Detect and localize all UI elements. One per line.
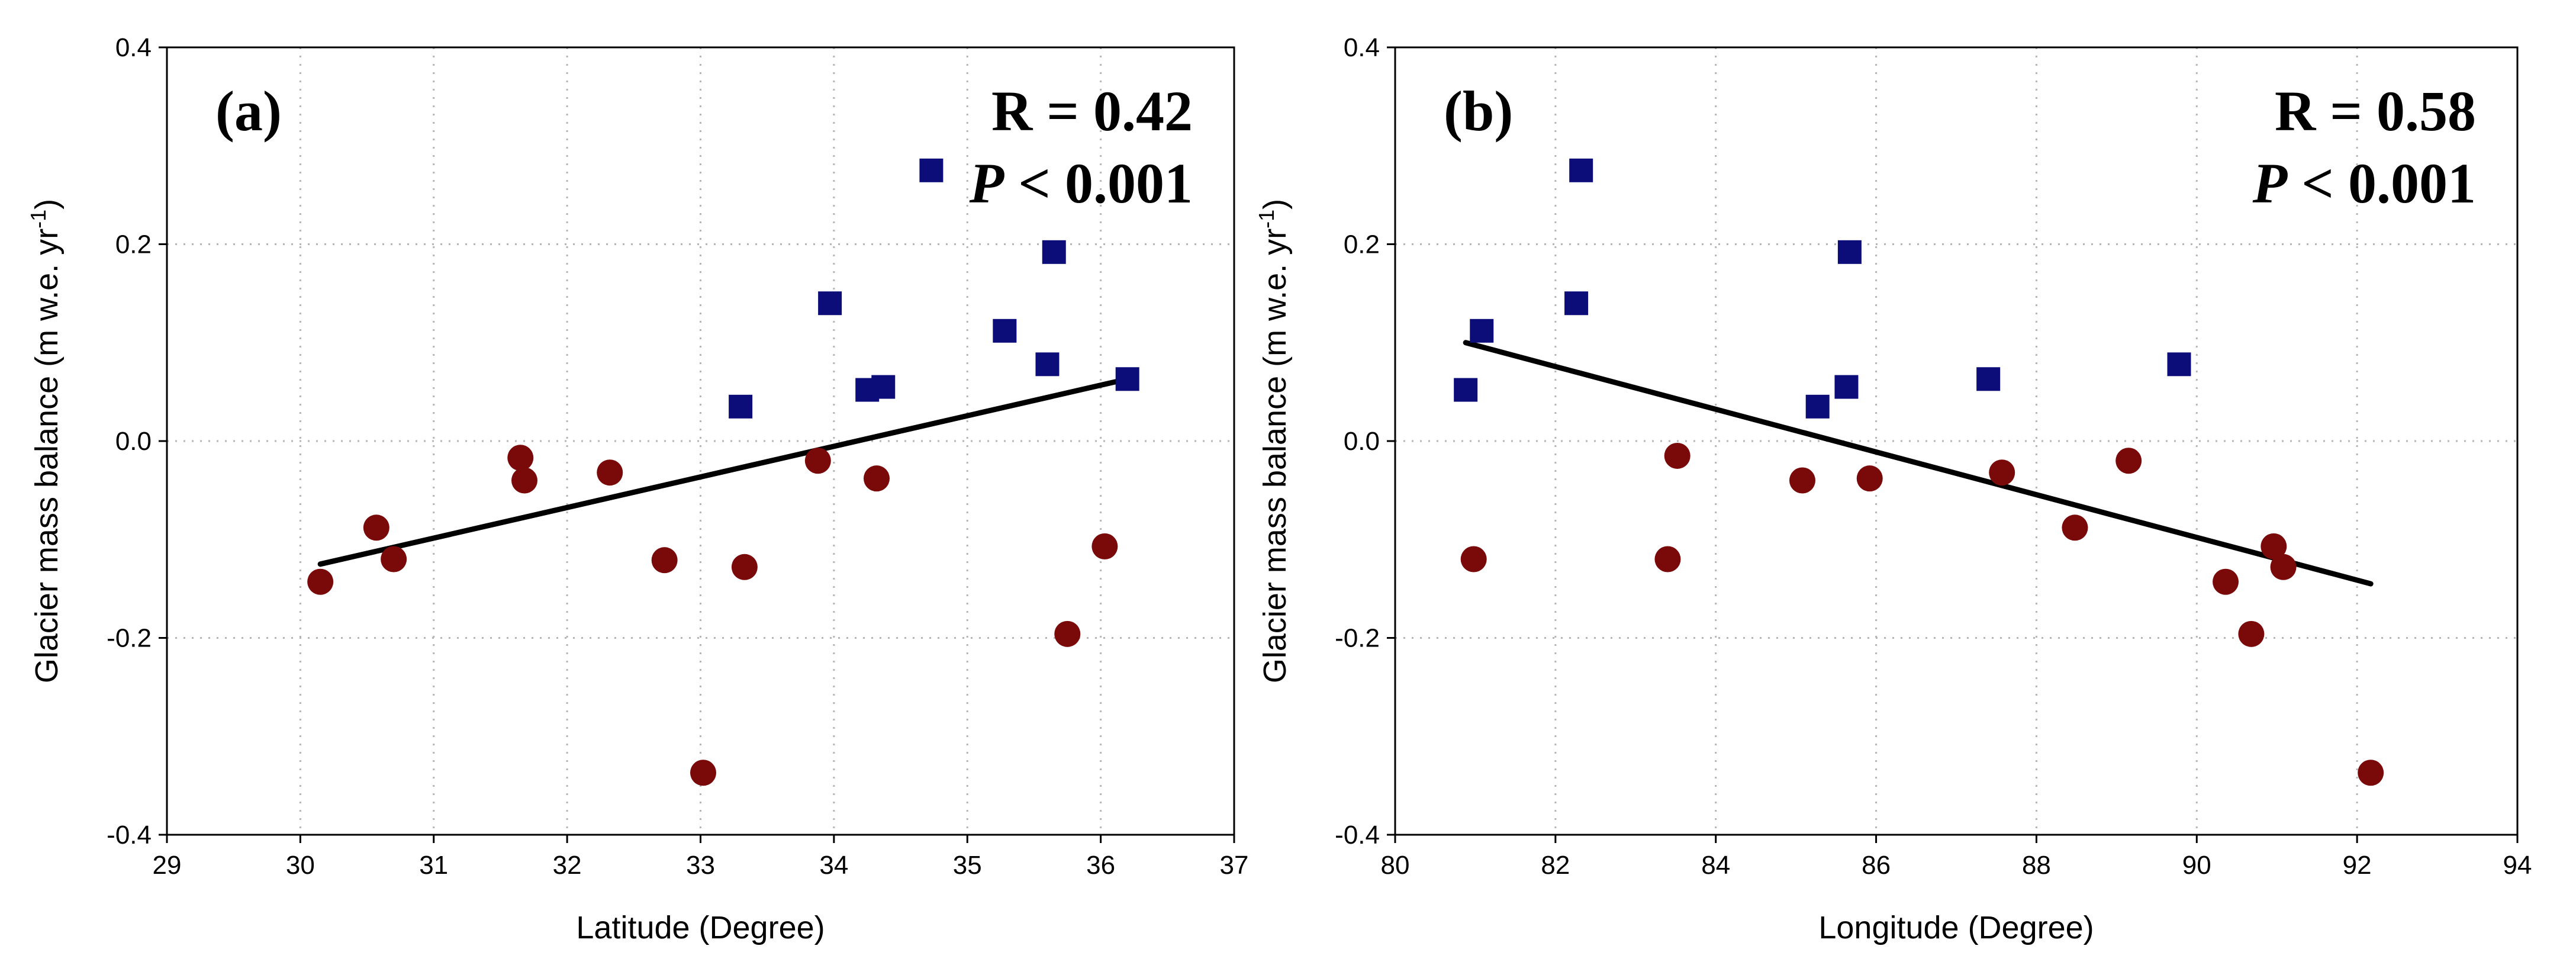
circle-point-a [511,467,538,494]
panel-label-b: (b) [1444,79,1513,143]
panel-label-a: (a) [215,79,282,143]
y-axis-label-b-main: Glacier mass balance (m w.e. yr [1257,229,1293,683]
circle-point-b [2213,568,2239,595]
circle-point-a [651,547,678,574]
square-point-b [1564,291,1589,316]
x-tick-label-a: 33 [686,851,715,880]
p-annotation-b: P < 0.001 [2252,152,2476,215]
circle-point-b [2358,760,2384,786]
square-point-a [818,291,842,316]
square-point-a [1042,240,1066,264]
y-axis-label-b-sup: -1 [1254,210,1279,229]
square-point-b [1834,375,1859,399]
trend-line-b [1463,340,2374,587]
x-tick-label-b: 92 [2343,851,2372,880]
circle-point-b [1789,467,1815,494]
x-tick-label-b: 94 [2503,851,2532,880]
circle-point-b [2062,514,2088,541]
y-axis-label-a: Glacier mass balance (m w.e. yr-1) [26,199,65,683]
circle-point-a [597,459,623,486]
square-point-a [919,158,944,182]
y-tick-label-b: 0.4 [1344,33,1380,62]
square-point-a [1035,352,1060,377]
y-axis-label-b: Glacier mass balance (m w.e. yr-1) [1254,199,1293,683]
y-tick-label-a: 0.4 [115,33,152,62]
x-tick-label-a: 32 [553,851,582,880]
panel-a: 29 30 31 32 33 34 35 36 37-0.4-0.20.00.20.4 (a) … [26,33,1249,945]
square-point-b [2167,352,2191,377]
trend-line-a [317,376,1131,567]
x-tick-label-b: 90 [2182,851,2211,880]
square-point-b [1837,240,1862,264]
x-axis-label-a: Latitude (Degree) [576,910,825,945]
x-axis-label-b: Longitude (Degree) [1818,910,2094,945]
x-tick-label-a: 30 [286,851,315,880]
p-symbol-b: P [2252,152,2288,215]
circle-point-a [863,465,890,492]
circle-point-b [1460,546,1487,572]
square-point-b [1976,367,2001,391]
x-tick-label-b: 86 [1862,851,1891,880]
square-point-b [1454,378,1478,402]
square-point-b [1470,319,1494,343]
circle-point-a [804,448,831,474]
circle-point-b [2270,554,2297,580]
square-point-a [1115,367,1139,391]
square-point-b [1569,158,1593,182]
circle-point-b [2115,448,2142,474]
p-annotation-a: P < 0.001 [969,152,1193,215]
circle-point-a [731,554,758,580]
x-tick-label-b: 80 [1381,851,1410,880]
circle-point-a [1054,620,1081,647]
y-tick-label-b: -0.2 [1335,624,1380,653]
y-tick-label-a: -0.4 [107,821,152,850]
y-axis-label-a-end: ) [29,199,65,210]
circle-point-a [307,568,334,595]
x-tick-label-b: 82 [1541,851,1570,880]
circle-point-a [690,760,717,786]
square-point-b [1805,394,1830,419]
circle-point-a [1091,533,1118,559]
circle-point-a [507,445,534,471]
y-tick-label-b: 0.0 [1344,427,1380,456]
square-point-a [871,375,896,399]
p-value-b: < 0.001 [2287,152,2476,215]
p-symbol-a: P [969,152,1005,215]
circle-point-b [2238,620,2265,647]
r-annotation-b: R = 0.58 [2275,79,2476,143]
y-tick-label-a: -0.2 [107,624,152,653]
circle-point-b [1856,465,1883,492]
circle-point-b [2261,533,2287,559]
y-tick-label-b: 0.2 [1344,230,1380,259]
x-tick-label-a: 37 [1220,851,1249,880]
x-tick-label-a: 36 [1086,851,1115,880]
circle-point-a [363,514,389,541]
x-tick-label-a: 29 [153,851,182,880]
circle-point-b [1989,459,2015,486]
circle-point-b [1664,442,1690,469]
x-tick-label-b: 84 [1701,851,1730,880]
r-annotation-a: R = 0.42 [991,79,1193,143]
y-axis-label-a-main: Glacier mass balance (m w.e. yr [29,229,65,683]
x-tick-label-a: 35 [953,851,982,880]
p-value-a: < 0.001 [1004,152,1193,215]
x-tick-label-a: 31 [419,851,448,880]
y-tick-label-a: 0.2 [115,230,152,259]
y-tick-label-a: 0.0 [115,427,152,456]
square-point-a [993,319,1017,343]
y-axis-label-b-end: ) [1257,199,1293,210]
x-tick-label-b: 88 [2022,851,2051,880]
y-tick-label-b: -0.4 [1335,821,1380,850]
circle-point-a [381,546,407,572]
square-point-a [729,394,753,419]
panel-b: 80 82 84 86 88 90 92 94 -0.4 -0.2 0.0 0.2 0.4 (b) R … [1254,33,2532,945]
x-tick-label-a: 34 [819,851,848,880]
y-axis-label-a-sup: -1 [26,210,50,229]
circle-point-b [1654,546,1681,572]
